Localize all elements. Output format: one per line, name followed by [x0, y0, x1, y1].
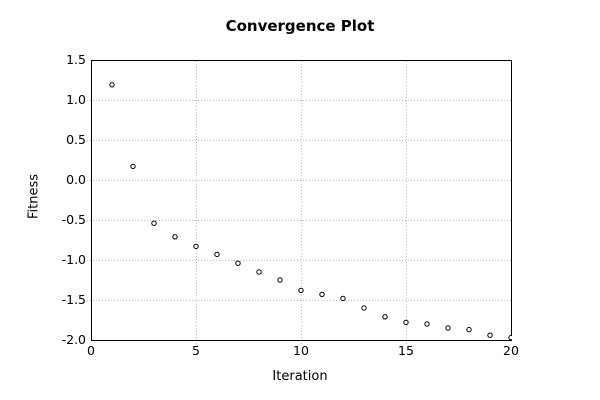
data-point: [319, 291, 325, 298]
data-point: [403, 319, 409, 326]
x-tick-label: 15: [398, 343, 414, 358]
y-tick-label: -0.5: [61, 212, 86, 227]
x-tick-label: 10: [293, 343, 309, 358]
data-point: [382, 314, 388, 320]
data-point: [109, 82, 115, 88]
data-point: [298, 287, 304, 294]
y-tick-label: -2.0: [61, 332, 86, 347]
chart-title: Convergence Plot: [225, 17, 375, 35]
x-tick-label: 5: [192, 343, 200, 358]
y-tick-label: 0.5: [66, 132, 86, 147]
data-point: [130, 163, 136, 170]
data-point: [277, 277, 283, 283]
data-point: [508, 334, 512, 341]
y-tick-label: -1.5: [61, 292, 86, 307]
data-point: [193, 243, 199, 250]
x-axis-label: Iteration: [272, 369, 328, 384]
y-tick-label: 1.5: [66, 52, 86, 67]
plot-border: [91, 60, 512, 341]
data-point: [445, 325, 451, 331]
x-tick-label: 20: [503, 343, 519, 358]
data-point: [256, 269, 262, 275]
data-point: [424, 321, 430, 327]
data-point: [487, 332, 493, 338]
x-tick-label: 0: [87, 343, 95, 358]
data-point: [466, 326, 472, 333]
data-point: [361, 305, 367, 311]
y-tick-label: -1.0: [61, 252, 86, 267]
y-tick-label: 1.0: [66, 92, 86, 107]
data-point: [172, 234, 178, 240]
data-point: [340, 295, 346, 302]
data-point: [151, 220, 157, 226]
data-point: [214, 251, 220, 258]
data-points-group: [109, 82, 512, 341]
data-point: [235, 260, 241, 266]
y-tick-label: 0.0: [66, 172, 86, 187]
